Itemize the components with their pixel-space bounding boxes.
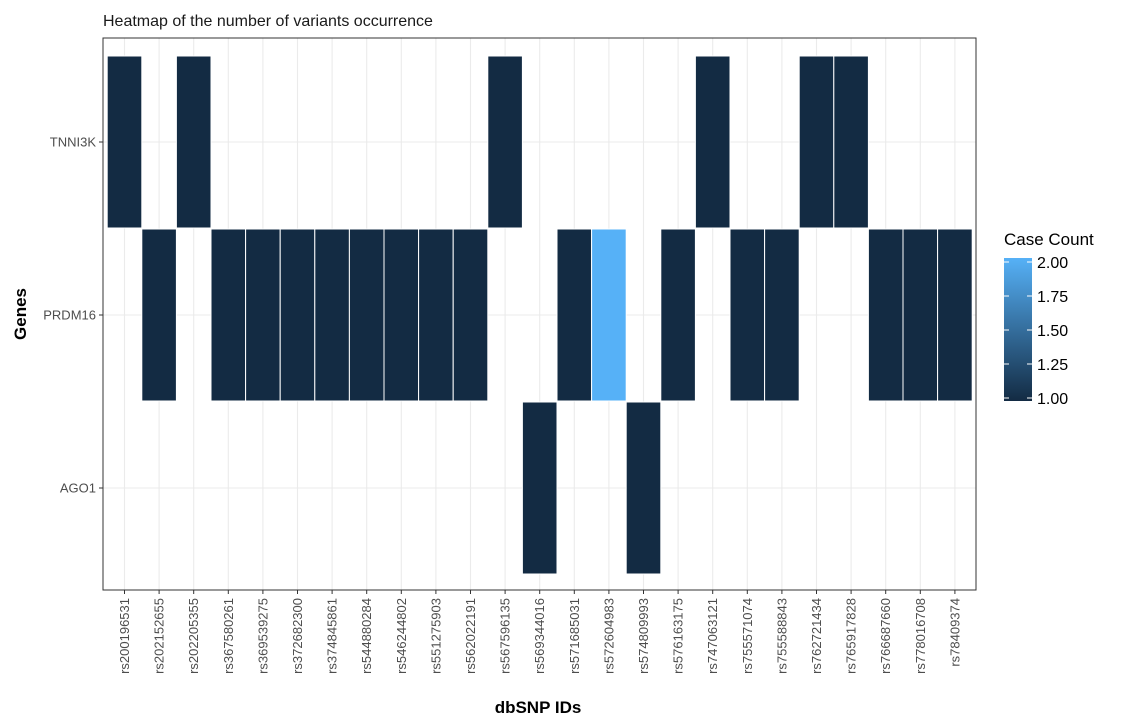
- x-tick-label: rs755571074: [740, 598, 755, 674]
- x-tick-label: rs571685031: [567, 598, 582, 674]
- heatmap-cell: [833, 55, 869, 229]
- heatmap-cell: [245, 228, 281, 402]
- y-tick-label: PRDM16: [43, 308, 96, 323]
- heatmap-cell: [764, 228, 800, 402]
- heatmap-cell: [521, 401, 558, 575]
- chart-title: Heatmap of the number of variants occurr…: [103, 13, 433, 30]
- x-tick-label: rs544880284: [359, 598, 374, 674]
- x-tick-label: rs367580261: [221, 598, 236, 674]
- heatmap-cell: [867, 228, 904, 402]
- x-tick-label: rs569344016: [532, 598, 547, 674]
- heatmap-cell: [556, 228, 593, 402]
- x-tick-label: rs562022191: [463, 598, 478, 674]
- heatmap-cell: [729, 228, 766, 402]
- x-tick-label: rs369539275: [255, 598, 270, 674]
- legend-ticks: 1.00 1.25 1.50 1.75 2.00: [1004, 255, 1068, 408]
- legend-tick-label: 2.00: [1037, 255, 1068, 272]
- x-tick-label: rs755588843: [774, 598, 789, 674]
- x-tick-label: rs778016708: [913, 598, 928, 674]
- x-tick-label: rs78409374: [947, 598, 962, 667]
- heatmap-cell: [694, 55, 731, 229]
- x-tick-label: rs202152655: [152, 598, 167, 674]
- x-tick-label: rs567596135: [498, 598, 513, 674]
- heatmap-cell: [175, 55, 212, 229]
- x-tick-label: rs765917828: [844, 598, 859, 674]
- heatmap-cell: [937, 228, 973, 402]
- legend-title: Case Count: [1004, 230, 1094, 249]
- heatmap-cell: [314, 228, 350, 402]
- x-tick-label: rs572604983: [601, 598, 616, 674]
- legend: Case Count 1.00 1.25 1.50 1.75 2.00: [1004, 230, 1094, 408]
- y-tick-label: TNNI3K: [50, 135, 97, 150]
- x-tick-label: rs762721434: [809, 598, 824, 674]
- x-axis-title: dbSNP IDs: [495, 698, 582, 717]
- x-tick-label: rs546244802: [394, 598, 409, 674]
- heatmap-cell: [660, 228, 696, 402]
- x-tick-label: rs374845861: [325, 598, 340, 674]
- x-tick-label: rs551275903: [428, 598, 443, 674]
- x-tick-label: rs202205355: [186, 598, 201, 674]
- heatmap-cell: [452, 228, 489, 402]
- y-tick-label: AGO1: [60, 481, 96, 496]
- y-ticks: TNNI3K PRDM16 AGO1: [43, 135, 103, 496]
- heatmap-cell: [418, 228, 454, 402]
- heatmap-cell: [487, 55, 523, 229]
- heatmap-cell: [106, 55, 143, 229]
- legend-tick-label: 1.75: [1037, 289, 1068, 306]
- heatmap-cell: [348, 228, 385, 402]
- x-tick-label: rs372682300: [290, 598, 305, 674]
- x-tick-label: rs747063121: [705, 598, 720, 674]
- legend-tick-label: 1.00: [1037, 391, 1068, 408]
- x-tick-label: rs766687660: [878, 598, 893, 674]
- heatmap-cell: [210, 228, 247, 402]
- heatmap-cell: [141, 228, 177, 402]
- x-ticks: rs200196531 rs202152655 rs202205355 rs36758…: [117, 590, 962, 674]
- heatmap-cell: [902, 228, 939, 402]
- x-tick-label: rs576163175: [671, 598, 686, 674]
- heatmap-cell: [625, 401, 662, 575]
- heatmap-cell: [798, 55, 835, 229]
- legend-tick-label: 1.25: [1037, 357, 1068, 374]
- legend-tick-label: 1.50: [1037, 323, 1068, 340]
- heatmap-cell: [279, 228, 316, 402]
- heatmap-cell: [591, 228, 627, 402]
- heatmap-cells: [106, 55, 973, 575]
- x-tick-label: rs574809993: [636, 598, 651, 674]
- heatmap-cell: [383, 228, 420, 402]
- y-axis-title: Genes: [11, 288, 30, 340]
- x-tick-label: rs200196531: [117, 598, 132, 674]
